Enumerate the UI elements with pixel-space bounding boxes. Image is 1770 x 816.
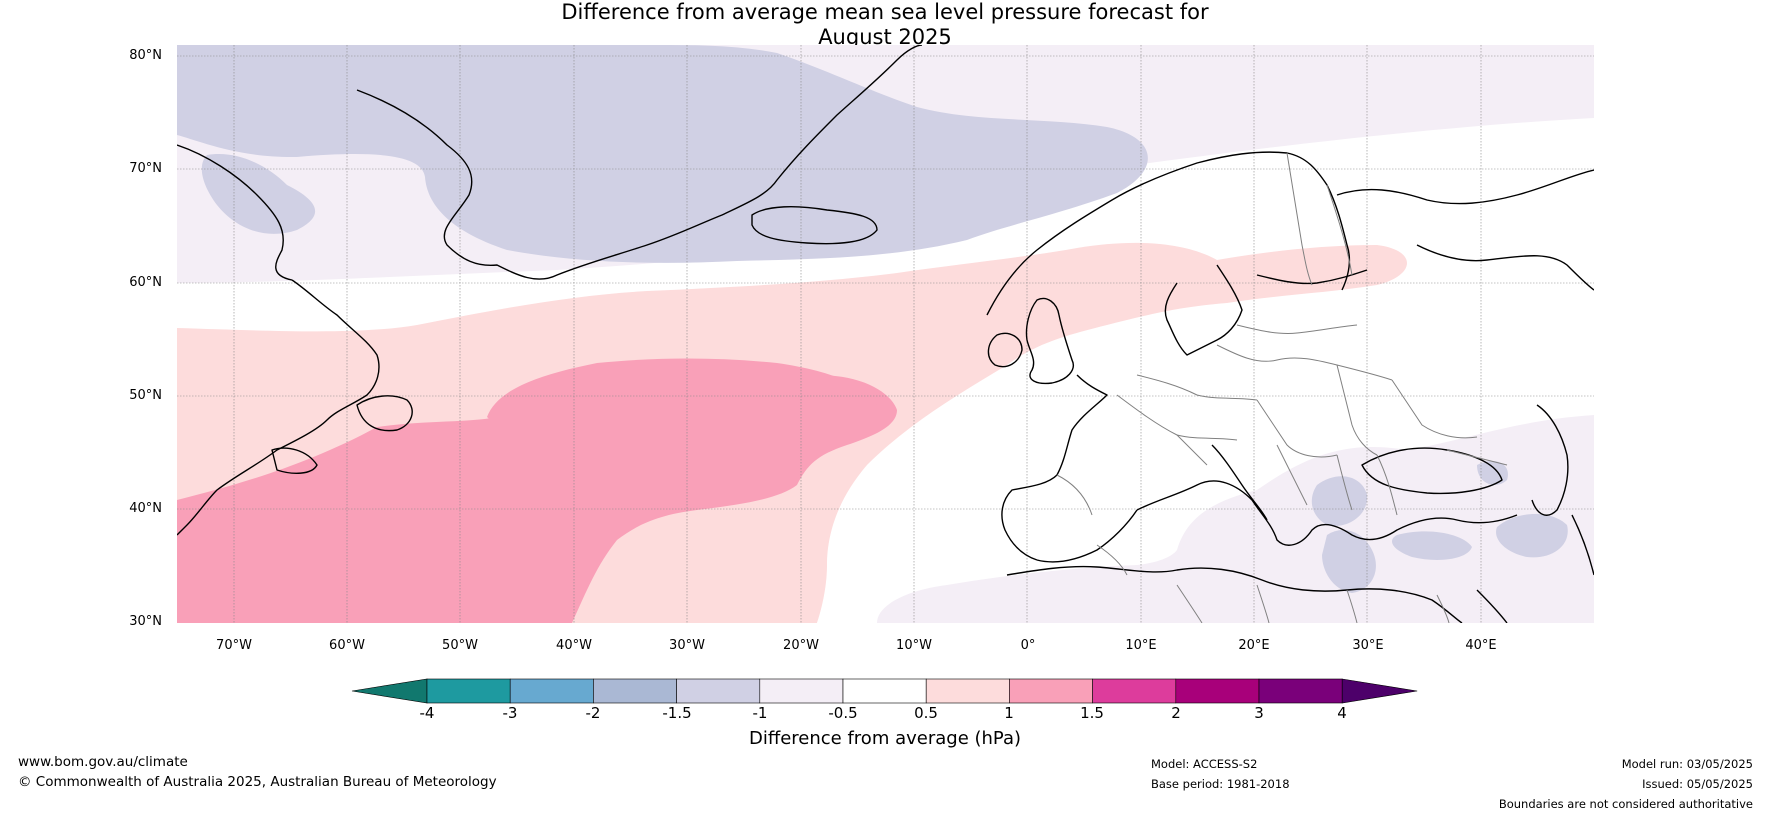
colorbar-extend-high bbox=[1341, 678, 1418, 704]
colorbar-tick: 3 bbox=[1254, 704, 1264, 722]
colorbar-segment bbox=[842, 678, 927, 704]
colorbar-tick: -4 bbox=[419, 704, 435, 722]
anomaly-region-positive-atlantic-core bbox=[177, 375, 897, 623]
coastline-great-britain bbox=[1025, 297, 1074, 385]
coastline-caspian bbox=[1531, 404, 1569, 516]
website-link[interactable]: www.bom.gov.au/climate bbox=[18, 754, 188, 770]
lat-label-70n: 70°N bbox=[129, 161, 162, 176]
lon-label-10e: 10°E bbox=[1125, 638, 1157, 653]
coastline-italy bbox=[1211, 444, 1268, 521]
coastlines bbox=[177, 45, 1594, 623]
anomaly-region-negative-light-mediterranean bbox=[877, 415, 1594, 623]
coastline-nova-scotia bbox=[271, 447, 318, 474]
coastline-mediterranean-north bbox=[1136, 480, 1518, 546]
colorbar-extend-low bbox=[351, 678, 428, 704]
lon-label-60w: 60°W bbox=[329, 638, 365, 653]
coastline-labrador bbox=[177, 279, 380, 536]
copyright-text: © Commonwealth of Australia 2025, Austra… bbox=[18, 774, 497, 790]
lon-label-0: 0° bbox=[1020, 638, 1036, 653]
model-run-date: Model run: 03/05/2025 bbox=[1621, 757, 1753, 771]
coastline-finland-gulf bbox=[1256, 269, 1368, 285]
colorbar-tick: 2 bbox=[1171, 704, 1181, 722]
colorbar-tick: 1 bbox=[1004, 704, 1014, 722]
coastline-norway bbox=[986, 151, 1351, 316]
base-period: Base period: 1981-2018 bbox=[1151, 777, 1290, 791]
coastline-persian bbox=[1571, 514, 1594, 576]
colorbar bbox=[351, 678, 1418, 704]
coastline-north-africa bbox=[1006, 565, 1463, 623]
map-title: Difference from average mean sea level p… bbox=[0, 0, 1770, 50]
coastline-sweden-baltic bbox=[1164, 264, 1243, 356]
anomaly-region-negative-aegean bbox=[1322, 530, 1376, 593]
disclaimer-text: Boundaries are not considered authoritat… bbox=[1498, 797, 1753, 811]
coastline-ireland bbox=[987, 332, 1023, 368]
anomaly-region-negative-central-asia bbox=[1477, 460, 1508, 485]
anomaly-region-negative-ellesmere bbox=[177, 68, 325, 134]
coastline-red-sea bbox=[1476, 589, 1508, 623]
lon-label-40w: 40°W bbox=[556, 638, 592, 653]
anomaly-region-positive-atlantic-core-north bbox=[487, 358, 877, 427]
colorbar-label: Difference from average (hPa) bbox=[748, 728, 1022, 749]
lat-label-30n: 30°N bbox=[129, 614, 162, 629]
colorbar-tick: -3 bbox=[502, 704, 518, 722]
anomaly-region-negative-turkey bbox=[1392, 531, 1472, 560]
country-borders bbox=[1056, 152, 1508, 623]
colorbar-segment bbox=[1175, 678, 1260, 704]
coastline-newfoundland bbox=[356, 395, 413, 432]
coastline-iberia-south bbox=[1036, 509, 1138, 563]
lon-label-40e: 40°E bbox=[1465, 638, 1497, 653]
colorbar-segment bbox=[925, 678, 1010, 704]
lat-label-80n: 80°N bbox=[129, 48, 162, 63]
anomaly-region-negative-north-atlantic bbox=[177, 45, 1148, 263]
anomaly-region-negative-balkans bbox=[1311, 476, 1368, 526]
lat-label-40n: 40°N bbox=[129, 501, 162, 516]
lon-label-50w: 50°W bbox=[442, 638, 478, 653]
colorbar-segments bbox=[351, 678, 1418, 704]
graticule bbox=[177, 45, 1594, 623]
issued-date: Issued: 05/05/2025 bbox=[1642, 777, 1753, 791]
colorbar-tick: -0.5 bbox=[828, 704, 858, 722]
colorbar-tick: 0.5 bbox=[914, 704, 938, 722]
coastline-greenland bbox=[356, 45, 923, 280]
lat-label-50n: 50°N bbox=[129, 388, 162, 403]
colorbar-segment bbox=[426, 678, 511, 704]
title-line-1: Difference from average mean sea level p… bbox=[561, 0, 1209, 24]
colorbar-segment bbox=[759, 678, 844, 704]
coastline-kola bbox=[1336, 169, 1594, 205]
colorbar-tick: -1.5 bbox=[662, 704, 692, 722]
colorbar-segment bbox=[1092, 678, 1177, 704]
colorbar-tick: 1.5 bbox=[1080, 704, 1104, 722]
lon-label-20e: 20°E bbox=[1238, 638, 1270, 653]
lon-label-10w: 10°W bbox=[896, 638, 932, 653]
lon-label-30w: 30°W bbox=[669, 638, 705, 653]
colorbar-segment bbox=[676, 678, 761, 704]
model-name: Model: ACCESS-S2 bbox=[1151, 757, 1258, 771]
colorbar-segment bbox=[1009, 678, 1093, 704]
lon-label-30e: 30°E bbox=[1352, 638, 1384, 653]
anomaly-region-negative-caspian bbox=[1496, 513, 1568, 558]
colorbar-segment bbox=[1258, 678, 1343, 704]
pressure-anomaly-map bbox=[177, 45, 1594, 623]
colorbar-segment bbox=[509, 678, 594, 704]
colorbar-tick: -1 bbox=[752, 704, 768, 722]
colorbar-tick: 4 bbox=[1337, 704, 1347, 722]
colorbar-segment bbox=[593, 678, 677, 704]
coastline-north-america-arctic bbox=[177, 144, 293, 281]
lon-label-70w: 70°W bbox=[216, 638, 252, 653]
anomaly-region-negative-labrador bbox=[201, 154, 316, 234]
colorbar-tick: -2 bbox=[585, 704, 601, 722]
lat-label-60n: 60°N bbox=[129, 275, 162, 290]
lon-label-20w: 20°W bbox=[783, 638, 819, 653]
coastline-black-sea bbox=[1361, 447, 1503, 495]
coastline-arctic-russia bbox=[1416, 244, 1594, 291]
coastline-iceland bbox=[751, 206, 878, 245]
